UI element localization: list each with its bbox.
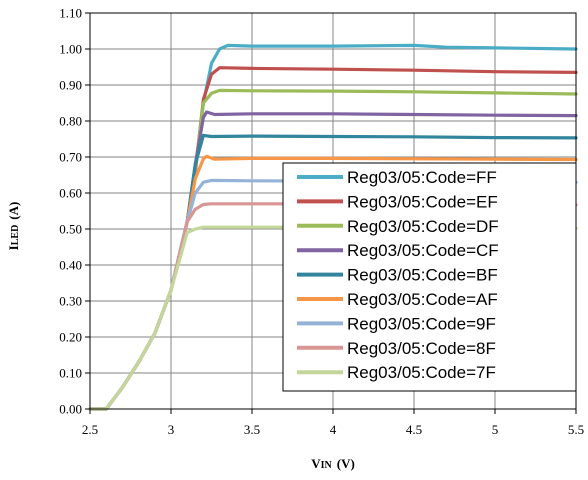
x-tick-label: 4.5 bbox=[406, 422, 422, 437]
x-axis-title-sub: IN bbox=[321, 460, 333, 471]
y-tick-label: 0.10 bbox=[59, 366, 82, 381]
legend: Reg03/05:Code=FF Reg03/05:Code=EF Reg03/05… bbox=[282, 162, 577, 392]
x-tick-label: 4 bbox=[330, 422, 337, 437]
y-axis-title-unit: (A) bbox=[6, 202, 21, 220]
y-tick-label: 0.00 bbox=[59, 402, 82, 417]
y-tick-label: 0.30 bbox=[59, 294, 82, 309]
legend-label: Reg03/05:Code=9F bbox=[347, 314, 496, 333]
y-tick-label: 0.40 bbox=[59, 258, 82, 273]
legend-label: Reg03/05:Code=FF bbox=[347, 168, 497, 187]
legend-label: Reg03/05:Code=AF bbox=[347, 290, 498, 309]
x-tick-label: 2.5 bbox=[82, 422, 98, 437]
legend-label: Reg03/05:Code=7F bbox=[347, 363, 496, 382]
x-tick-label: 3.5 bbox=[244, 422, 260, 437]
y-tick-label: 0.80 bbox=[59, 114, 82, 129]
y-axis-title-sub: LED bbox=[10, 225, 21, 246]
legend-label: Reg03/05:Code=DF bbox=[347, 217, 499, 236]
series-lines bbox=[88, 43, 578, 411]
legend-label: Reg03/05:Code=BF bbox=[347, 266, 498, 285]
y-tick-label: 0.70 bbox=[59, 150, 82, 165]
x-axis-ticks: 2.5 3 3.5 4 4.5 5 5.5 bbox=[82, 409, 584, 437]
y-tick-label: 0.50 bbox=[59, 222, 82, 237]
x-tick-label: 3 bbox=[168, 422, 175, 437]
y-tick-label: 1.00 bbox=[59, 42, 82, 57]
y-tick-label: 0.90 bbox=[59, 78, 82, 93]
y-axis-title: ILED (A) bbox=[6, 202, 21, 251]
y-tick-label: 0.20 bbox=[59, 330, 82, 345]
y-tick-label: 0.60 bbox=[59, 186, 82, 201]
legend-label: Reg03/05:Code=CF bbox=[347, 241, 499, 260]
x-axis-title: VIN (V) bbox=[311, 456, 355, 471]
x-tick-label: 5 bbox=[492, 422, 499, 437]
legend-label: Reg03/05:Code=EF bbox=[347, 192, 498, 211]
x-tick-label: 5.5 bbox=[568, 422, 584, 437]
x-axis-title-unit: (V) bbox=[337, 456, 355, 471]
y-tick-label: 1.10 bbox=[59, 6, 82, 21]
y-axis-ticks: 0.00 0.10 0.20 0.30 0.40 0.50 0.60 0.70 0.80 0.90… bbox=[59, 6, 90, 417]
legend-label: Reg03/05:Code=8F bbox=[347, 339, 496, 358]
x-axis-title-main: V bbox=[311, 456, 321, 471]
y-axis-title-main: I bbox=[6, 245, 21, 250]
